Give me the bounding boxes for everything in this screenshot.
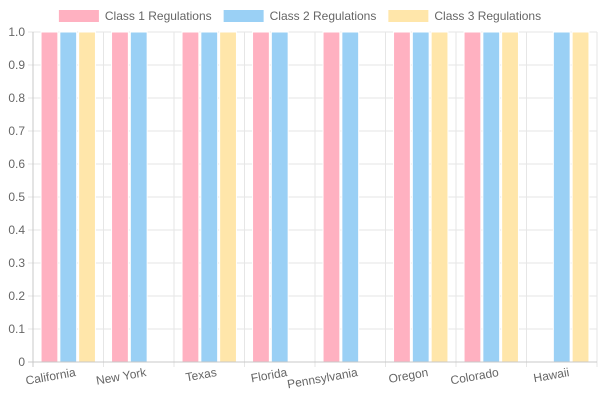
y-tick-label: 0.8 bbox=[8, 91, 25, 105]
y-tick-label: 0.2 bbox=[8, 289, 25, 303]
legend-item[interactable]: Class 1 Regulations bbox=[58, 9, 212, 23]
legend-label: Class 3 Regulations bbox=[434, 9, 541, 23]
bar-class-1-regulations[interactable] bbox=[252, 31, 270, 363]
legend-label: Class 1 Regulations bbox=[105, 9, 212, 23]
x-tick-label: Colorado bbox=[449, 365, 500, 387]
bar-class-3-regulations[interactable] bbox=[501, 31, 519, 363]
bar-class-2-regulations[interactable] bbox=[411, 31, 430, 363]
y-tick-label: 0.9 bbox=[8, 58, 25, 72]
bar-class-1-regulations[interactable] bbox=[40, 31, 59, 363]
x-tick-label: Florida bbox=[250, 365, 289, 385]
bar-class-1-regulations[interactable] bbox=[181, 31, 200, 363]
bar-class-1-regulations[interactable] bbox=[111, 31, 129, 363]
legend-swatch bbox=[58, 10, 99, 22]
bar-class-2-regulations[interactable] bbox=[482, 31, 501, 363]
bar-class-1-regulations[interactable] bbox=[463, 31, 482, 363]
y-tick-label: 0.5 bbox=[8, 190, 25, 204]
x-tick-label: California bbox=[24, 365, 77, 388]
bar-class-3-regulations[interactable] bbox=[430, 31, 449, 363]
x-tick-label: Pennsylvania bbox=[286, 365, 359, 391]
y-tick-label: 1.0 bbox=[8, 25, 25, 39]
x-tick-label: Hawaii bbox=[532, 365, 570, 385]
bar-class-2-regulations[interactable] bbox=[59, 31, 78, 363]
legend-item[interactable]: Class 3 Regulations bbox=[388, 9, 541, 23]
legend-swatch bbox=[223, 10, 264, 22]
x-tick-label: Texas bbox=[184, 365, 217, 384]
y-tick-label: 0.3 bbox=[8, 256, 25, 270]
y-tick-label: 0 bbox=[18, 355, 25, 369]
bar-class-2-regulations[interactable] bbox=[341, 31, 360, 363]
y-tick-label: 0.4 bbox=[8, 223, 25, 237]
bar-class-1-regulations[interactable] bbox=[393, 31, 411, 363]
bar-class-3-regulations[interactable] bbox=[219, 31, 237, 363]
legend-label: Class 2 Regulations bbox=[270, 9, 377, 23]
bar-class-2-regulations[interactable] bbox=[200, 31, 219, 363]
bar-class-2-regulations[interactable] bbox=[129, 31, 148, 363]
y-tick-label: 0.7 bbox=[8, 124, 25, 138]
bar-class-2-regulations[interactable] bbox=[270, 31, 289, 363]
y-tick-label: 0.1 bbox=[8, 322, 25, 336]
bar-class-3-regulations[interactable] bbox=[571, 31, 590, 363]
y-tick-label: 0.6 bbox=[8, 157, 25, 171]
x-tick-label: Oregon bbox=[387, 365, 429, 386]
bar-class-3-regulations[interactable] bbox=[78, 31, 96, 363]
legend[interactable]: Class 1 Regulations Class 2 Regulations Cl… bbox=[58, 9, 541, 23]
bar-class-1-regulations[interactable] bbox=[322, 31, 341, 363]
legend-swatch bbox=[388, 10, 429, 22]
x-tick-label: New York bbox=[95, 365, 148, 388]
legend-item[interactable]: Class 2 Regulations bbox=[223, 9, 377, 23]
bar-class-2-regulations[interactable] bbox=[552, 31, 571, 363]
axes: 0 0.1 0.2 0.3 0.4 0.5 0.6 0.7 0.8 0.9 1.0 Californi… bbox=[8, 25, 597, 391]
